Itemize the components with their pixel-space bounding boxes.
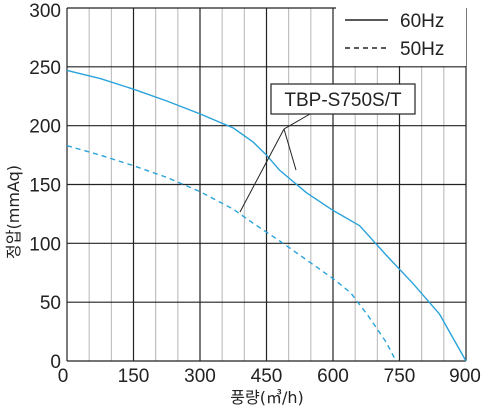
y-tick-label: 200 [29,117,61,138]
annotation-leader-60hz-a [283,113,311,130]
y-axis-title: 정압(mmAq) [4,165,23,259]
legend-box [336,6,466,66]
y-tick-label: 100 [29,234,61,255]
x-axis-title: 풍량(㎥/h) [230,388,303,407]
series-line-50hz [66,145,397,362]
annotation-leader-60hz-b [283,128,297,171]
x-tick-label: 750 [384,366,416,387]
grid [66,7,467,362]
annotation-box [270,83,416,115]
x-tick-label: 0 [58,366,69,387]
x-tick-label: 300 [184,366,216,387]
y-tick-label: 300 [29,1,61,22]
y-tick-label: 0 [50,352,61,373]
x-tick-label: 900 [449,366,481,387]
x-tick-label: 600 [317,366,349,387]
annotation-label: TBP-S750S/T [284,90,402,111]
legend: 60Hz 50Hz [336,6,466,66]
series-layer [66,69,467,362]
y-tick-label: 50 [40,293,61,314]
legend-label-50hz: 50Hz [400,39,444,60]
legend-label-60hz: 60Hz [400,11,444,32]
x-tick-label: 150 [118,366,150,387]
model-annotation: TBP-S750S/T [239,83,416,213]
series-line-60hz [66,69,467,362]
annotation-leader-50hz [239,128,285,213]
tick-labels: 0 150 300 450 600 750 900 0 50 100 150 200 250 300 [29,1,481,387]
x-tick-label: 450 [251,366,283,387]
y-tick-label: 250 [29,58,61,79]
y-tick-label: 150 [29,176,61,197]
